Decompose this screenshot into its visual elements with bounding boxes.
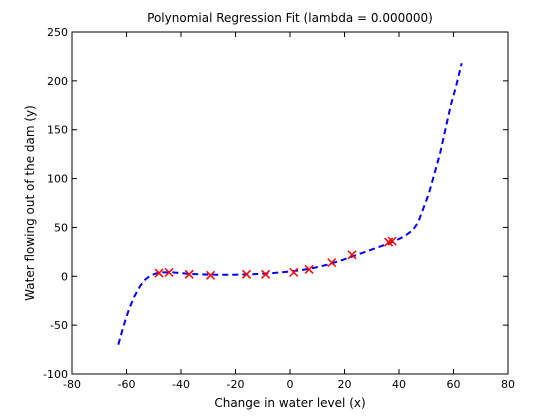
data-point-marker bbox=[289, 267, 299, 277]
x-tick-label: 60 bbox=[447, 378, 461, 391]
x-tick-label: -20 bbox=[227, 378, 245, 391]
data-point-marker bbox=[206, 270, 216, 280]
data-point-marker bbox=[327, 258, 337, 268]
plot-area: -80 -60 -40 -20 0 20 40 60 80 -100 -50 0 50 100 150 200… bbox=[43, 26, 515, 391]
x-tick-label: 80 bbox=[501, 378, 515, 391]
data-point-marker bbox=[304, 264, 314, 274]
fit-curve bbox=[117, 63, 463, 345]
x-tick-label: 40 bbox=[392, 378, 406, 391]
x-tick-label: -80 bbox=[63, 378, 81, 391]
x-tick-label: 0 bbox=[287, 378, 294, 391]
data-point-marker bbox=[184, 269, 194, 279]
x-tick-label: 20 bbox=[338, 378, 352, 391]
x-tick-label: -60 bbox=[118, 378, 136, 391]
data-point-marker bbox=[261, 269, 271, 279]
y-tick-label: -50 bbox=[50, 319, 68, 332]
y-axis-label: Water flowing out of the dam (y) bbox=[23, 105, 37, 301]
y-tick-label: 150 bbox=[47, 124, 68, 137]
chart-title: Polynomial Regression Fit (lambda = 0.00… bbox=[147, 11, 433, 25]
data-point-marker bbox=[164, 267, 174, 277]
y-tick-label: 100 bbox=[47, 173, 68, 186]
y-tick-label: 250 bbox=[47, 26, 68, 39]
data-point-marker bbox=[347, 250, 357, 260]
data-point-marker bbox=[242, 269, 252, 279]
data-point-marker bbox=[387, 236, 397, 246]
y-tick-label: 0 bbox=[61, 270, 68, 283]
y-tick-label: 50 bbox=[54, 221, 68, 234]
data-point-marker bbox=[154, 268, 164, 278]
x-tick-label: -40 bbox=[172, 378, 190, 391]
y-tick-label: 200 bbox=[47, 75, 68, 88]
x-axis-label: Change in water level (x) bbox=[214, 396, 365, 410]
y-tick-label: -100 bbox=[43, 368, 68, 381]
axes-box bbox=[71, 31, 509, 375]
